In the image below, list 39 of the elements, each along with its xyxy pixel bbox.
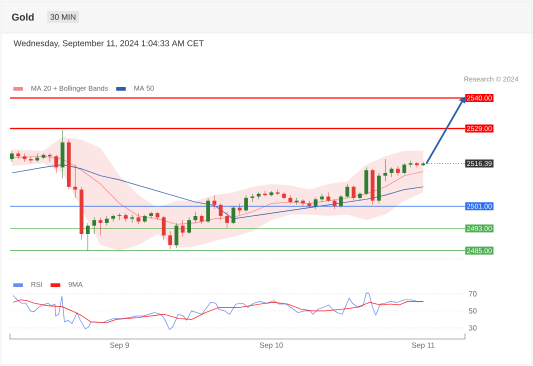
candlestick — [320, 194, 324, 202]
candlestick — [301, 199, 305, 206]
candlestick — [104, 216, 109, 226]
candlestick — [168, 230, 172, 250]
candlestick — [174, 222, 178, 248]
line-series — [12, 299, 424, 324]
candlestick — [212, 194, 216, 210]
candlestick — [358, 192, 362, 201]
candlestick — [54, 154, 58, 174]
chart-title: Gold — [12, 13, 34, 21]
candlestick — [238, 203, 242, 215]
chart-subtitle: 30 MIN — [50, 14, 76, 20]
candlestick — [345, 184, 350, 198]
candlestick — [339, 194, 343, 208]
candlestick — [187, 217, 191, 234]
candlestick — [22, 153, 26, 162]
candlestick — [98, 217, 102, 236]
candlestick — [118, 212, 122, 220]
candlestick — [364, 167, 368, 196]
candlestick — [136, 212, 140, 225]
candlestick — [244, 194, 248, 212]
candlestick — [218, 203, 223, 220]
candlestick — [352, 185, 356, 201]
candlestick — [180, 220, 185, 238]
candlestick — [86, 222, 90, 251]
candlestick — [332, 199, 337, 210]
candlestick — [162, 216, 166, 240]
candlestick — [231, 206, 236, 225]
candlestick — [42, 153, 46, 160]
candlestick — [206, 198, 210, 224]
candlestick — [92, 217, 96, 234]
candlestick — [396, 166, 400, 176]
candlestick — [402, 162, 406, 175]
candlestick — [200, 214, 204, 225]
candlestick — [225, 212, 229, 228]
text: Wednesday, September 11, 2024 1:04:33 AM CET — [14, 40, 204, 48]
candlestick — [390, 167, 394, 178]
candlestick — [10, 150, 14, 162]
candlestick — [194, 212, 198, 224]
